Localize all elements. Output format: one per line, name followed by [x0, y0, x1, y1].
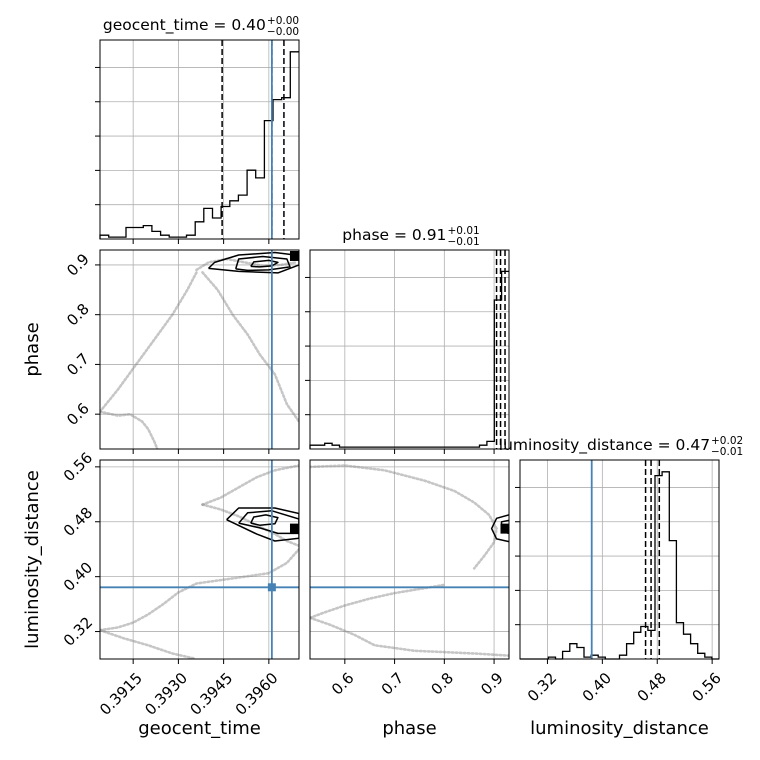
y-tick-label-luminosity_distance-2: 0.48 [60, 504, 96, 540]
dense-spot-phase_vs_luminosity_distance [500, 523, 509, 534]
contour-geocent_time_vs_luminosity_distance-1 [238, 510, 299, 535]
y-tick-label-luminosity_distance-1: 0.40 [60, 558, 96, 594]
panel-frame-0-0 [99, 39, 300, 240]
panel-geocent_time_vs_phase [100, 250, 299, 449]
panel-title-luminosity_distance: luminosity_distance = 0.47 +0.02−0.01 [499, 435, 743, 458]
contour-phase_vs_luminosity_distance-0 [490, 514, 509, 543]
y-tick-label-luminosity_distance-0: 0.32 [60, 613, 96, 649]
scatter-track-geocent_time_vs_phase-3 [195, 257, 298, 272]
x-tick-label-phase-3: 0.9 [477, 669, 507, 699]
scatter-track-geocent_time_vs_phase-0 [100, 410, 159, 449]
contour-geocent_time_vs_phase-1 [234, 255, 291, 272]
scatter-track-phase_vs_luminosity_distance-2 [310, 583, 446, 620]
contour-geocent_time_vs_luminosity_distance-0 [250, 514, 279, 526]
panel-title-minus-luminosity_distance: −0.01 [711, 446, 743, 458]
scatter-track-geocent_time_vs_phase-1 [100, 271, 198, 413]
x-axis-label-phase: phase [382, 718, 436, 739]
panel-geocent_time_vs_luminosity_distance [100, 460, 299, 659]
panel-title-plus-luminosity_distance: +0.02 [711, 435, 743, 447]
truth-marker-geocent_time_vs_luminosity_distance [267, 583, 276, 592]
panel-title-minus-phase: −0.01 [448, 236, 480, 248]
scatter-track-geocent_time_vs_luminosity_distance-2 [201, 464, 299, 506]
histogram-phase [309, 270, 509, 449]
x-tick-label-geocent_time-2: 0.3945 [187, 669, 237, 719]
panel-frame-2-2 [519, 459, 720, 660]
panel-title-main-luminosity_distance: luminosity_distance = 0.47 [499, 436, 710, 455]
histogram-geocent_time [99, 51, 299, 239]
scatter-track-phase_vs_luminosity_distance-0 [310, 464, 498, 570]
scatter-track-phase_vs_luminosity_distance-1 [310, 616, 509, 657]
y-axis-label-phase: phase [22, 322, 43, 376]
panel-title-geocent_time: geocent_time = 0.40 +0.00−0.00 [103, 15, 299, 38]
scatter-track-geocent_time_vs_luminosity_distance-1 [100, 628, 195, 659]
panel-title-plus-geocent_time: +0.00 [267, 15, 299, 27]
grid-layer [100, 40, 719, 659]
dense-spot-geocent_time_vs_phase [289, 250, 299, 261]
panel-title-main-phase: phase = 0.91 [342, 226, 446, 244]
y-tick-label-phase-3: 0.9 [63, 250, 93, 280]
panel-title-main-geocent_time: geocent_time = 0.40 [103, 16, 266, 35]
frame-layer [95, 39, 720, 664]
x-tick-label-phase-1: 0.7 [378, 669, 408, 699]
y-axis-label-luminosity_distance: luminosity_distance [22, 470, 43, 649]
x-tick-label-geocent_time-3: 0.3960 [232, 669, 282, 719]
scatter-track-geocent_time_vs_phase-2 [201, 271, 299, 423]
x-axis-label-geocent_time: geocent_time [138, 718, 261, 739]
y-tick-label-phase-1: 0.7 [63, 350, 93, 380]
histogram-luminosity_distance [520, 471, 719, 660]
panel-frame-1-0 [99, 249, 300, 450]
contour-geocent_time_vs_luminosity_distance-2 [226, 507, 299, 542]
x-axis-label-luminosity_distance: luminosity_distance [530, 718, 709, 739]
x-tick-label-luminosity_distance-2: 0.48 [634, 669, 670, 705]
contour-geocent_time_vs_phase-0 [250, 259, 279, 268]
panel-frame-2-1 [309, 459, 510, 660]
panel-phase_vs_luminosity_distance [310, 464, 509, 657]
panel-frame-1-1 [309, 249, 510, 450]
x-tick-label-phase-0: 0.6 [328, 669, 358, 699]
contour-geocent_time_vs_phase-2 [207, 251, 299, 274]
x-tick-label-geocent_time-0: 0.3915 [96, 669, 146, 719]
x-tick-label-luminosity_distance-3: 0.56 [689, 669, 725, 705]
x-tick-label-phase-2: 0.8 [427, 669, 457, 699]
panel-title-phase: phase = 0.91 +0.01−0.01 [342, 225, 479, 248]
data-layer [99, 40, 719, 660]
dense-spot-geocent_time_vs_luminosity_distance [289, 523, 299, 534]
y-tick-label-phase-2: 0.8 [63, 300, 93, 330]
y-tick-label-phase-0: 0.6 [63, 399, 93, 429]
panel-title-plus-phase: +0.01 [448, 225, 480, 237]
x-tick-label-luminosity_distance-0: 0.32 [524, 669, 560, 705]
x-tick-label-luminosity_distance-1: 0.40 [579, 669, 615, 705]
y-tick-label-luminosity_distance-3: 0.56 [60, 449, 96, 485]
panel-frame-2-0 [99, 459, 300, 660]
panel-title-minus-geocent_time: −0.00 [267, 26, 299, 38]
x-tick-label-geocent_time-1: 0.3930 [141, 669, 191, 719]
